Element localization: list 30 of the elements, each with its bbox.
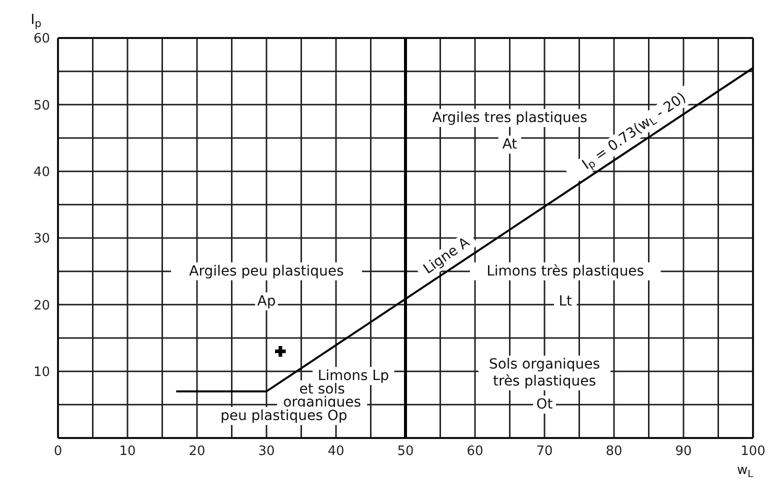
y-tick-label: 50 — [33, 98, 50, 114]
y-tick-label: 30 — [33, 232, 50, 247]
y-tick-label: 10 — [33, 364, 50, 380]
y-tick-label: 20 — [33, 298, 50, 314]
x-tick-label: 50 — [397, 444, 414, 460]
annotation: Limons Lp — [318, 368, 390, 384]
y-tick-label: 60 — [33, 32, 50, 47]
x-tick-label: 70 — [536, 444, 553, 460]
annotation: Ap — [257, 293, 276, 310]
x-tick-label: 80 — [606, 444, 622, 460]
annotation: Argiles peu plastiques — [189, 263, 344, 280]
annotation: Sols organiques — [488, 356, 600, 372]
annotation: Lt — [558, 293, 572, 310]
annotation: At — [502, 136, 518, 152]
annotation: peu plastiques Op — [220, 408, 348, 424]
x-tick-label: 20 — [188, 444, 206, 460]
y-axis-title: I$_{p}$ — [30, 12, 42, 30]
x-tick-label: 40 — [328, 444, 344, 460]
x-tick-label: 0 — [54, 444, 62, 460]
x-axis-title: w$_{L}$ — [736, 463, 754, 480]
y-tick-label: 40 — [33, 164, 50, 180]
annotation: Ot — [536, 396, 554, 412]
x-tick-label: 10 — [119, 444, 136, 460]
annotation: Argiles tres plastiques — [432, 110, 588, 126]
annotation: Limons très plastiques — [486, 263, 644, 280]
x-tick-label: 30 — [258, 444, 275, 460]
x-tick-label: 90 — [675, 444, 692, 460]
x-tick-label: 60 — [466, 444, 484, 460]
annotation: très plastiques — [493, 373, 596, 390]
x-tick-label: 100 — [740, 444, 766, 460]
